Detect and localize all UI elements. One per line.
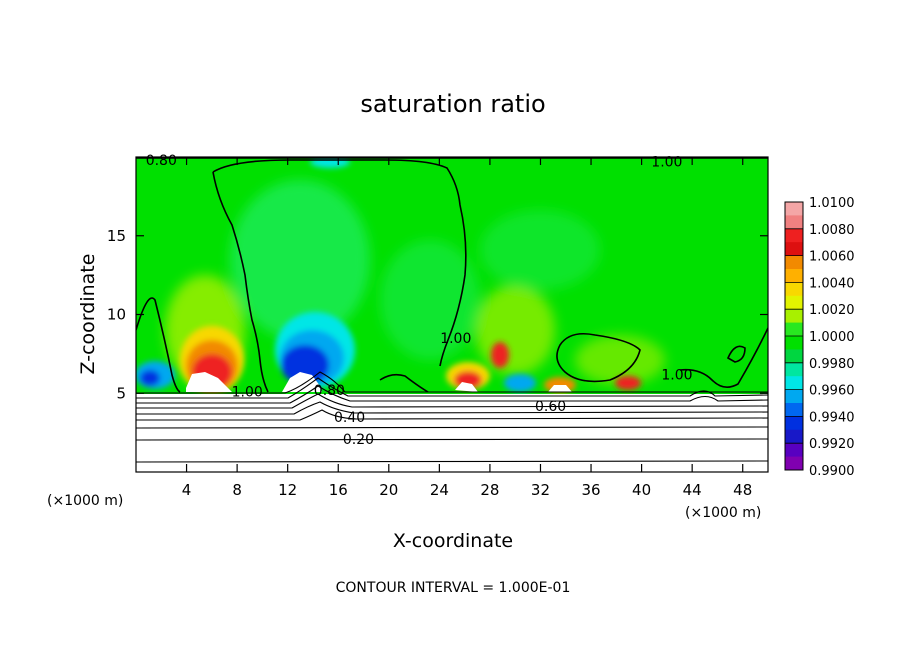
light-green-region xyxy=(480,210,600,290)
colorbar-label: 1.0000 xyxy=(809,330,855,345)
contour-label: 0.60 xyxy=(535,399,566,415)
layer-contour xyxy=(136,377,768,399)
colorbar-swatch xyxy=(785,202,803,216)
x-tick-label: 16 xyxy=(329,481,348,499)
x-tick-label: 44 xyxy=(683,481,702,499)
y-tick-label: 15 xyxy=(107,227,126,245)
colorbar: 1.0100 1.0080 1.0060 1.0040 1.0020 1.0000 0.99… xyxy=(784,196,855,479)
x-tick-label: 28 xyxy=(480,481,499,499)
colorbar-swatch xyxy=(785,336,803,350)
x-tick-label: 8 xyxy=(232,481,242,499)
contour-1.00 xyxy=(212,171,269,393)
cold-blob xyxy=(504,374,536,392)
colorbar-label: 0.9980 xyxy=(809,357,855,372)
colorbar-swatch xyxy=(785,242,803,257)
x-tick-label: 24 xyxy=(430,481,449,499)
yellowgreen-region xyxy=(575,335,665,385)
x-unit-left: (×1000 m) xyxy=(47,493,123,509)
colorbar-label: 0.9900 xyxy=(809,464,855,479)
contour-label: 1.00 xyxy=(440,331,471,347)
x-tick-label: 20 xyxy=(379,481,398,499)
layer-contour xyxy=(136,426,768,429)
saturation-white-patch xyxy=(548,385,572,392)
colorbar-swatch xyxy=(785,269,803,283)
colorbar-label: 1.0080 xyxy=(809,223,855,238)
colorbar-swatch xyxy=(785,389,803,404)
colorbar-label: 0.9960 xyxy=(809,384,855,399)
x-tick-label: 48 xyxy=(733,481,752,499)
contour-1.00 xyxy=(212,159,467,367)
contour-label: 0.40 xyxy=(334,410,365,426)
colorbar-swatch xyxy=(785,255,803,270)
colorbar-swatch xyxy=(785,349,803,364)
cold-blob xyxy=(140,370,160,386)
colorbar-swatch xyxy=(785,215,803,230)
colorbar-label: 0.9940 xyxy=(809,410,855,425)
y-axis-title: Z-coordinate xyxy=(77,254,99,375)
layer-contour xyxy=(136,401,768,415)
x-tick-label: 4 xyxy=(182,481,192,499)
colorbar-swatch xyxy=(785,295,803,310)
colorbar-label: 0.9920 xyxy=(809,437,855,452)
colorbar-swatch xyxy=(785,362,803,377)
cold-anomalies xyxy=(136,157,536,392)
colorbar-swatch xyxy=(785,376,803,391)
light-green-region xyxy=(380,240,480,360)
yellowgreen-region xyxy=(475,285,555,375)
plot-area xyxy=(136,157,768,472)
colorbar-swatch xyxy=(785,443,803,458)
light-green-region xyxy=(230,180,370,340)
layer-contour xyxy=(136,393,768,409)
contour-lines xyxy=(136,157,768,393)
layer-contour xyxy=(136,385,768,404)
contour-label: 0.80 xyxy=(146,153,177,169)
saturation-white-patch xyxy=(455,382,478,392)
x-axis-title: X-coordinate xyxy=(393,530,513,552)
contour-labels: 0.80 1.00 1.00 1.00 1.00 0.80 0.40 0.60 0.20 xyxy=(146,153,693,448)
colorbar-swatch xyxy=(785,429,803,444)
y-tick-label: 5 xyxy=(116,384,126,402)
contour-1.00 xyxy=(726,345,746,363)
colorbar-swatch xyxy=(785,403,803,417)
x-unit-right: (×1000 m) xyxy=(685,505,761,521)
colorbar-swatch xyxy=(785,456,803,471)
colorbar-swatch xyxy=(785,322,803,337)
colorbar-swatch xyxy=(785,309,803,324)
warm-blob-center xyxy=(491,342,509,368)
layer-contour xyxy=(136,438,768,441)
x-tick-label: 32 xyxy=(531,481,550,499)
contour-label: 1.00 xyxy=(661,367,692,383)
contour-1.00 xyxy=(136,297,181,393)
layer-contour xyxy=(136,371,768,394)
colorbar-label: 1.0020 xyxy=(809,303,855,318)
saturation-white-patch xyxy=(186,372,232,392)
layer-contour xyxy=(136,460,768,463)
y-axis-ticks: 5 10 15 xyxy=(107,227,768,402)
contour-label: 1.00 xyxy=(651,155,682,171)
saturation-white-patch xyxy=(282,372,322,392)
chart-title: saturation ratio xyxy=(360,90,545,118)
y-tick-label: 10 xyxy=(107,306,126,324)
colorbar-swatch xyxy=(785,416,803,431)
colorbar-label: 1.0040 xyxy=(809,276,855,291)
x-tick-label: 36 xyxy=(581,481,600,499)
contour-label: 0.20 xyxy=(343,432,374,448)
colorbar-swatch xyxy=(785,282,803,297)
contour-label: 1.00 xyxy=(232,385,263,401)
contour-1.00 xyxy=(556,332,641,383)
x-tick-label: 12 xyxy=(278,481,297,499)
layer-contour xyxy=(136,409,768,421)
colorbar-label: 1.0100 xyxy=(809,196,855,211)
contour-interval-footer: CONTOUR INTERVAL = 1.000E-01 xyxy=(336,580,571,596)
contour-label: 0.80 xyxy=(314,383,345,399)
colorbar-label: 1.0060 xyxy=(809,250,855,265)
stable-layer-contours xyxy=(136,371,768,463)
contour-1.00 xyxy=(379,373,429,393)
colorbar-swatch xyxy=(785,228,803,243)
x-axis-ticks: 4 8 12 16 20 24 28 32 36 40 44 48 xyxy=(182,157,752,499)
contour-1.00 xyxy=(679,327,768,388)
warm-blob-right xyxy=(615,376,641,390)
x-tick-label: 40 xyxy=(632,481,651,499)
